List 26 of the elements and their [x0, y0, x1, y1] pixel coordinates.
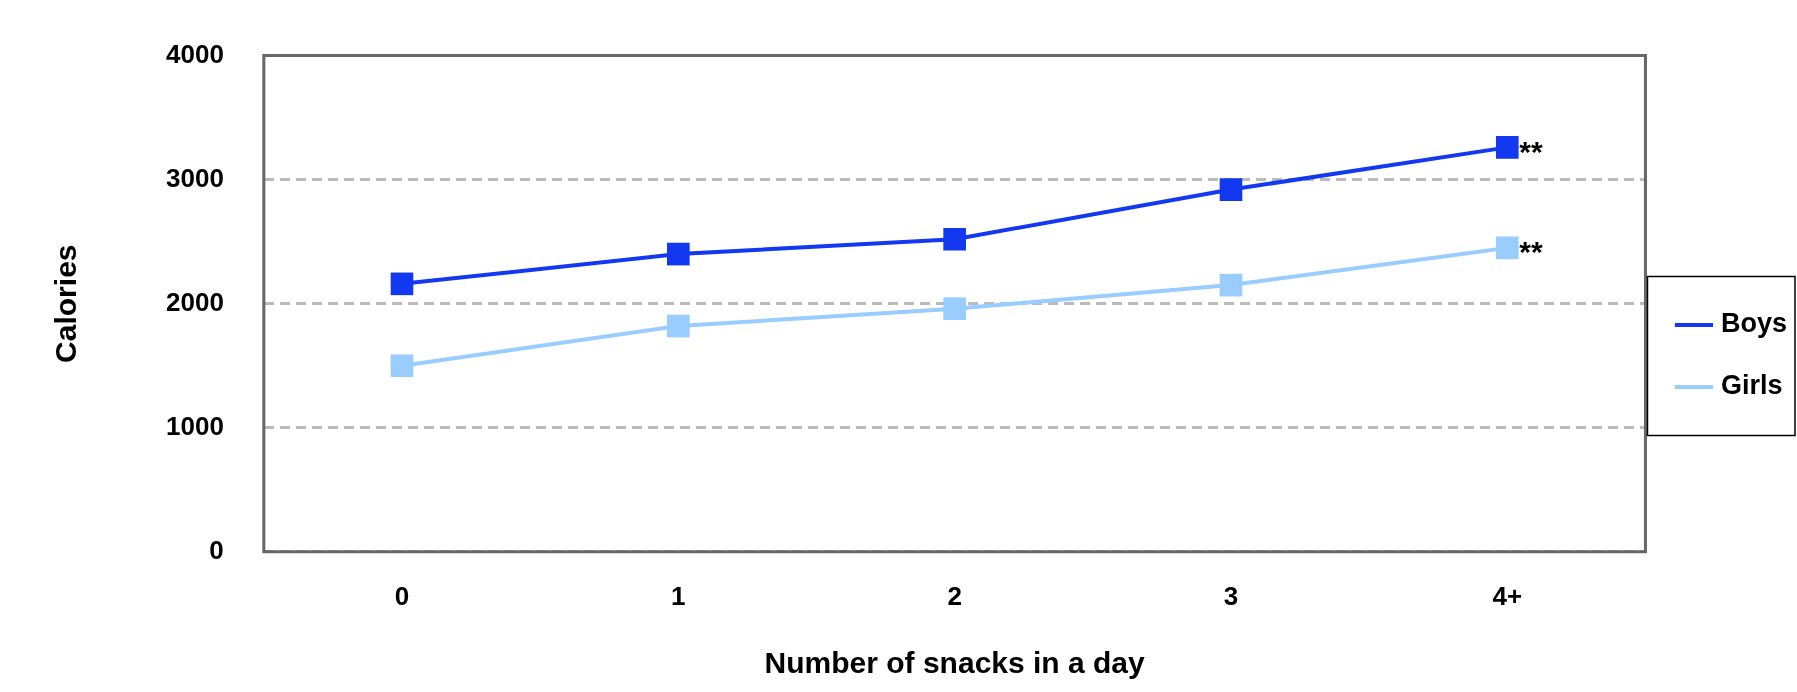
point: [667, 314, 690, 338]
point: [1219, 178, 1243, 201]
legend-label: Girls: [1720, 370, 1783, 401]
x-axis-title: Number of snacks in a day: [764, 646, 1146, 680]
point: [390, 354, 414, 378]
x-tick-label: 3: [1223, 580, 1239, 611]
y-axis-title: Calories: [49, 244, 83, 363]
point: [667, 242, 690, 266]
x-tick-label: 4+: [1492, 580, 1523, 611]
annotation: **: [1519, 134, 1543, 168]
point: [943, 227, 966, 251]
annotation: **: [1519, 235, 1543, 269]
point: [1496, 136, 1519, 159]
legend-label: Boys: [1720, 308, 1788, 339]
point: [943, 297, 966, 320]
point: [1219, 273, 1243, 297]
y-tick-label: 1000: [166, 410, 224, 441]
y-tick-label: 2000: [166, 286, 224, 317]
point: [1496, 236, 1519, 260]
y-tick-label: 3000: [166, 162, 224, 193]
x-tick-label: 0: [394, 580, 410, 611]
x-tick-label: 2: [947, 580, 962, 611]
y-tick-label: 4000: [166, 38, 224, 69]
x-tick-label: 1: [671, 580, 686, 611]
point: [390, 272, 414, 296]
y-tick-label: 0: [209, 534, 224, 565]
